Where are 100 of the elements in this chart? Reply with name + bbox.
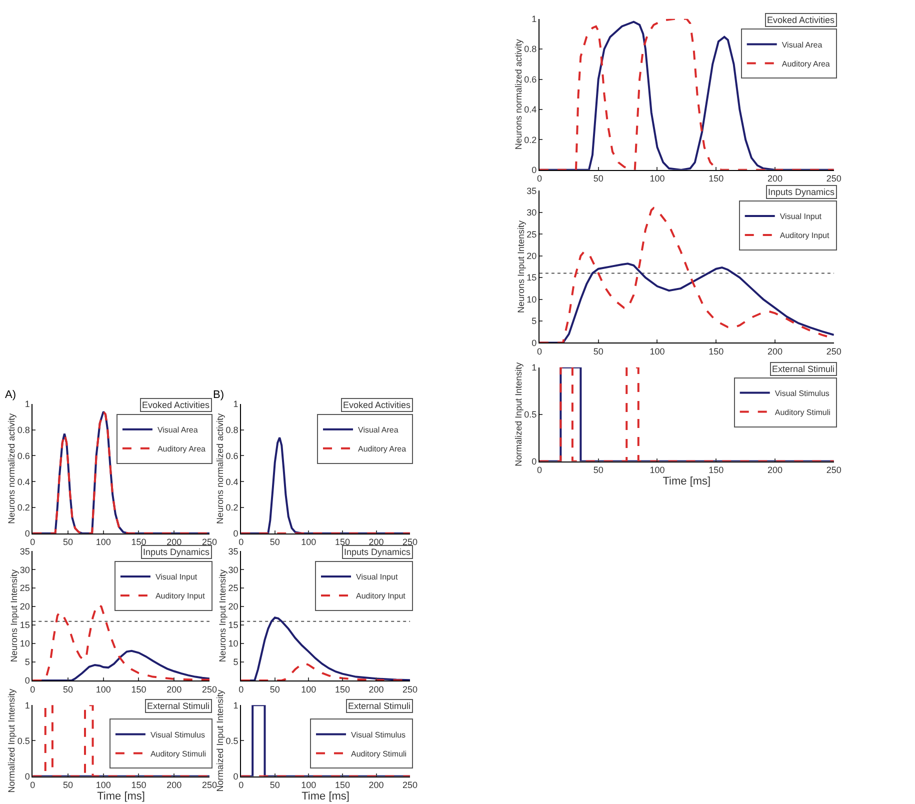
y-tick-label: 15 xyxy=(228,620,238,630)
x-tick-label: 100 xyxy=(650,465,665,476)
x-axis-title: Time [ms] xyxy=(302,790,350,802)
y-axis-title: Neurons Input Intensity xyxy=(9,569,20,662)
y-tick-label: 10 xyxy=(526,294,537,304)
y-tick-label: 0.5 xyxy=(17,736,30,746)
y-axis-title: Normalized Input Intensity xyxy=(514,362,524,466)
y-tick-label: 25 xyxy=(20,583,30,594)
y-tick-label: 1 xyxy=(233,700,238,710)
x-tick-label: 150 xyxy=(131,537,146,548)
x-tick-label: 100 xyxy=(301,537,316,548)
text: A) xyxy=(5,389,16,401)
y-tick-label: 20 xyxy=(20,602,30,612)
x-axis-title: Time [ms] xyxy=(97,790,145,802)
legend-label: Visual Stimulus xyxy=(150,730,205,740)
legend-label: Auditory Input xyxy=(155,592,206,601)
x-tick-label: 200 xyxy=(166,780,182,790)
y-tick-label: 0.2 xyxy=(226,502,238,513)
y-axis-title: Neurons normalized activity xyxy=(6,412,17,524)
y-tick-label: 0.8 xyxy=(524,44,537,54)
legend-label: Visual Area xyxy=(782,40,823,50)
y-tick-label: 20 xyxy=(228,602,238,612)
legend-label: Visual Stimulus xyxy=(774,388,830,398)
y-tick-label: 35 xyxy=(20,546,30,556)
x-tick-label: 200 xyxy=(767,346,783,357)
y-tick-label: 0.6 xyxy=(524,74,537,84)
y-tick-label: 35 xyxy=(526,186,537,196)
x-tick-label: 50 xyxy=(63,684,74,694)
y-tick-label: 0.8 xyxy=(226,424,238,435)
x-tick-label: 50 xyxy=(593,346,604,357)
legend-title: Inputs Dynamics xyxy=(768,187,836,197)
legend-label: Auditory Area xyxy=(358,444,407,454)
y-axis-title: Neurons Input Intensity xyxy=(516,220,526,313)
legend-label: Visual Stimulus xyxy=(351,730,406,740)
x-axis-title: Time [ms] xyxy=(662,475,711,488)
y-tick-label: 0 xyxy=(24,676,30,686)
y-tick-label: 1 xyxy=(532,362,537,373)
x-tick-label: 200 xyxy=(767,465,783,476)
legend-label: Visual Input xyxy=(780,212,822,222)
legend-label: Visual Area xyxy=(358,425,399,434)
x-tick-label: 200 xyxy=(368,684,384,694)
x-tick-label: 150 xyxy=(131,780,146,790)
y-tick-label: 0.2 xyxy=(524,134,537,145)
legend-title: External Stimuli xyxy=(147,701,210,711)
y-tick-label: 0.6 xyxy=(17,450,30,461)
legend-label: Visual Area xyxy=(157,425,198,434)
legend-title: Evoked Activities xyxy=(767,15,836,25)
x-tick-label: 50 xyxy=(63,537,74,548)
y-tick-label: 10 xyxy=(20,638,30,649)
legend-title: Inputs Dynamics xyxy=(344,547,412,557)
x-tick-label: 50 xyxy=(270,684,280,694)
y-tick-label: 0.4 xyxy=(17,476,30,487)
y-tick-label: 1 xyxy=(24,399,30,410)
x-tick-label: 200 xyxy=(368,537,384,548)
x-tick-label: 150 xyxy=(708,465,724,476)
x-tick-label: 50 xyxy=(593,465,604,476)
y-tick-label: 20 xyxy=(526,250,537,261)
x-tick-label: 150 xyxy=(334,780,350,790)
x-tick-label: 250 xyxy=(826,465,842,476)
x-tick-label: 250 xyxy=(202,537,218,548)
y-axis-title: Neurons Input Intensity xyxy=(218,569,228,662)
x-tick-label: 100 xyxy=(650,346,665,357)
y-tick-label: 1 xyxy=(532,14,537,24)
legend-title: Evoked Activities xyxy=(142,400,210,410)
y-tick-label: 0.4 xyxy=(524,104,537,115)
legend-label: Auditory Stimuli xyxy=(150,749,206,758)
y-tick-label: 0 xyxy=(233,528,238,538)
x-tick-label: 200 xyxy=(368,780,384,790)
y-tick-label: 30 xyxy=(20,564,30,575)
legend-title: Evoked Activities xyxy=(343,400,412,410)
x-tick-label: 150 xyxy=(334,537,350,548)
y-tick-label: 0 xyxy=(233,771,238,782)
legend-label: Auditory Area xyxy=(157,444,206,454)
x-tick-label: 150 xyxy=(131,684,146,694)
x-tick-label: 100 xyxy=(96,684,111,694)
x-tick-label: 250 xyxy=(402,684,418,694)
legend-title: External Stimuli xyxy=(348,701,411,711)
y-tick-label: 30 xyxy=(526,208,537,218)
y-tick-label: 25 xyxy=(228,583,238,594)
y-tick-label: 15 xyxy=(20,620,30,630)
y-axis-title: Neurons normalized activity xyxy=(514,38,524,150)
x-tick-label: 250 xyxy=(202,684,218,694)
y-tick-label: 15 xyxy=(526,272,537,283)
legend-label: Auditory Input xyxy=(356,592,406,601)
legend-title: External Stimuli xyxy=(772,364,835,374)
y-tick-label: 0 xyxy=(532,456,537,466)
x-tick-label: 150 xyxy=(708,346,724,357)
x-tick-label: 200 xyxy=(166,684,182,694)
y-tick-label: 0.5 xyxy=(226,736,238,746)
legend-label: Visual Input xyxy=(155,572,198,582)
y-tick-label: 1 xyxy=(233,399,238,410)
x-tick-label: 200 xyxy=(767,174,783,184)
y-tick-label: 0 xyxy=(24,771,30,782)
y-tick-label: 0 xyxy=(532,165,537,176)
legend-label: Auditory Input xyxy=(780,231,830,240)
x-tick-label: 150 xyxy=(334,684,350,694)
y-tick-label: 0 xyxy=(532,338,537,348)
x-tick-label: 250 xyxy=(402,780,418,790)
x-tick-label: 50 xyxy=(270,780,280,790)
text: B) xyxy=(213,389,224,401)
